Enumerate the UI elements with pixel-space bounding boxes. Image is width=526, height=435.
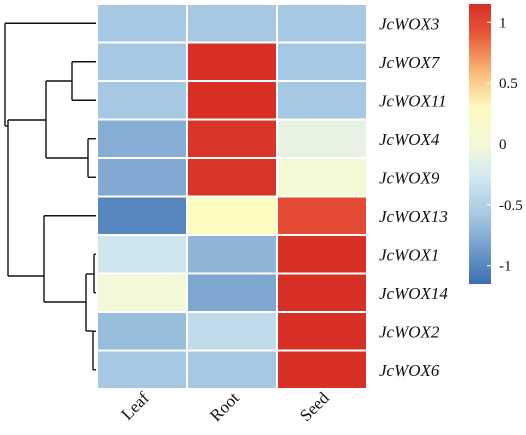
row-label: JcWOX13 [379, 207, 448, 226]
column-labels: Leaf Root Seed [117, 388, 333, 425]
heatmap-cell [186, 195, 278, 236]
heatmap-cell [96, 80, 188, 121]
heatmap-cell [186, 349, 278, 390]
heatmap-cell [186, 3, 278, 44]
heatmap-cell [96, 3, 188, 44]
heatmap-cell [96, 311, 188, 352]
heatmap-cell [186, 311, 278, 352]
row-label: JcWOX3 [379, 14, 439, 33]
row-label: JcWOX1 [379, 245, 439, 264]
row-labels: JcWOX3 JcWOX7 JcWOX11 JcWOX4 JcWOX9 JcWOX13 Jc… [379, 14, 448, 380]
heatmap-cell [96, 41, 188, 82]
row-label: JcWOX2 [379, 322, 440, 341]
legend-tick-label: -1 [499, 259, 512, 275]
row-dendrogram [4, 22, 97, 371]
heatmap-cell [276, 157, 368, 198]
heatmap-cell [186, 80, 278, 121]
heatmap-cell [276, 195, 368, 236]
heatmap-cell [186, 157, 278, 198]
heatmap-cell [276, 41, 368, 82]
heatmap-cell [276, 311, 368, 352]
legend-tick-label: -0.5 [499, 198, 523, 214]
heatmap-cell [276, 272, 368, 313]
heatmap-cell [186, 118, 278, 159]
heatmap-cell [96, 272, 188, 313]
row-label: JcWOX14 [379, 284, 448, 303]
column-label: Root [206, 388, 243, 425]
heatmap-cell [96, 157, 188, 198]
column-label: Seed [296, 388, 333, 425]
column-label: Leaf [117, 388, 153, 424]
heatmap-cell [186, 41, 278, 82]
heatmap-cell [186, 272, 278, 313]
heatmap-cell [96, 118, 188, 159]
row-label: JcWOX9 [379, 168, 440, 187]
heatmap-cell [96, 234, 188, 275]
heatmap-cell [96, 349, 188, 390]
heatmap-cell [276, 80, 368, 121]
heatmap-cell [276, 118, 368, 159]
heatmap-cell [186, 234, 278, 275]
heatmap-cells [96, 3, 368, 390]
heatmap-cell [276, 234, 368, 275]
row-label: JcWOX7 [379, 53, 441, 72]
row-label: JcWOX11 [379, 91, 447, 110]
row-label: JcWOX6 [379, 361, 440, 380]
legend-tick-label: 1 [499, 15, 507, 31]
heatmap-cell [276, 349, 368, 390]
legend-tick-label: 0 [499, 137, 507, 153]
row-label: JcWOX4 [379, 130, 440, 149]
legend-tick-label: 0.5 [499, 76, 518, 92]
legend-colorbar [469, 4, 491, 284]
color-legend: 1 0.5 0 -0.5 -1 [469, 4, 523, 284]
heatmap-cell [96, 195, 188, 236]
heatmap-cell [276, 3, 368, 44]
